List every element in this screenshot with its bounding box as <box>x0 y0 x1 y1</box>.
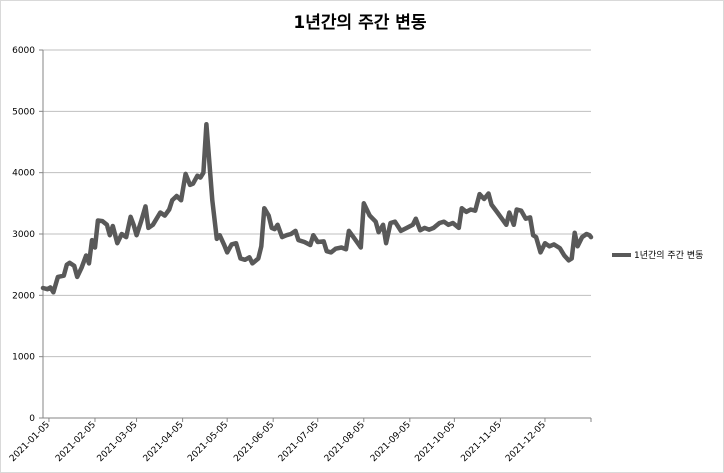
x-tick-label: 2021-12-05 <box>504 420 548 464</box>
x-tick-label: 2021-11-05 <box>459 420 503 464</box>
legend-label: 1년간의 주간 변동 <box>634 250 703 261</box>
y-tick-label: 4000 <box>12 169 35 179</box>
y-tick-label: 1000 <box>12 353 35 363</box>
x-tick-label: 2021-02-05 <box>54 420 98 464</box>
gridlines <box>43 49 591 419</box>
y-tick-label: 6000 <box>12 46 35 56</box>
y-tick-label: 5000 <box>12 107 35 117</box>
x-tick-label: 2021-06-05 <box>232 420 276 464</box>
legend: 1년간의 주간 변동 <box>612 250 703 261</box>
y-tick-label: 2000 <box>12 291 35 301</box>
x-tick-label: 2021-05-05 <box>186 420 230 464</box>
series-line <box>40 121 594 295</box>
x-tick-label: 2021-03-05 <box>96 420 140 464</box>
chart-title: 1년간의 주간 변동 <box>293 13 427 33</box>
series-layer <box>40 121 594 295</box>
x-tick-label: 2021-10-05 <box>413 420 457 464</box>
x-tick-label: 2021-01-05 <box>8 420 52 464</box>
x-tick-label: 2021-07-05 <box>277 420 321 464</box>
x-tick-label: 2021-04-05 <box>142 420 186 464</box>
x-tick-label: 2021-08-05 <box>323 420 367 464</box>
y-axis-tick-labels: 0 1000 2000 3000 4000 5000 6000 <box>12 46 43 424</box>
y-tick-label: 3000 <box>12 230 35 240</box>
x-tick-label: 2021-09-05 <box>369 420 413 464</box>
y-tick-label: 0 <box>29 414 35 424</box>
